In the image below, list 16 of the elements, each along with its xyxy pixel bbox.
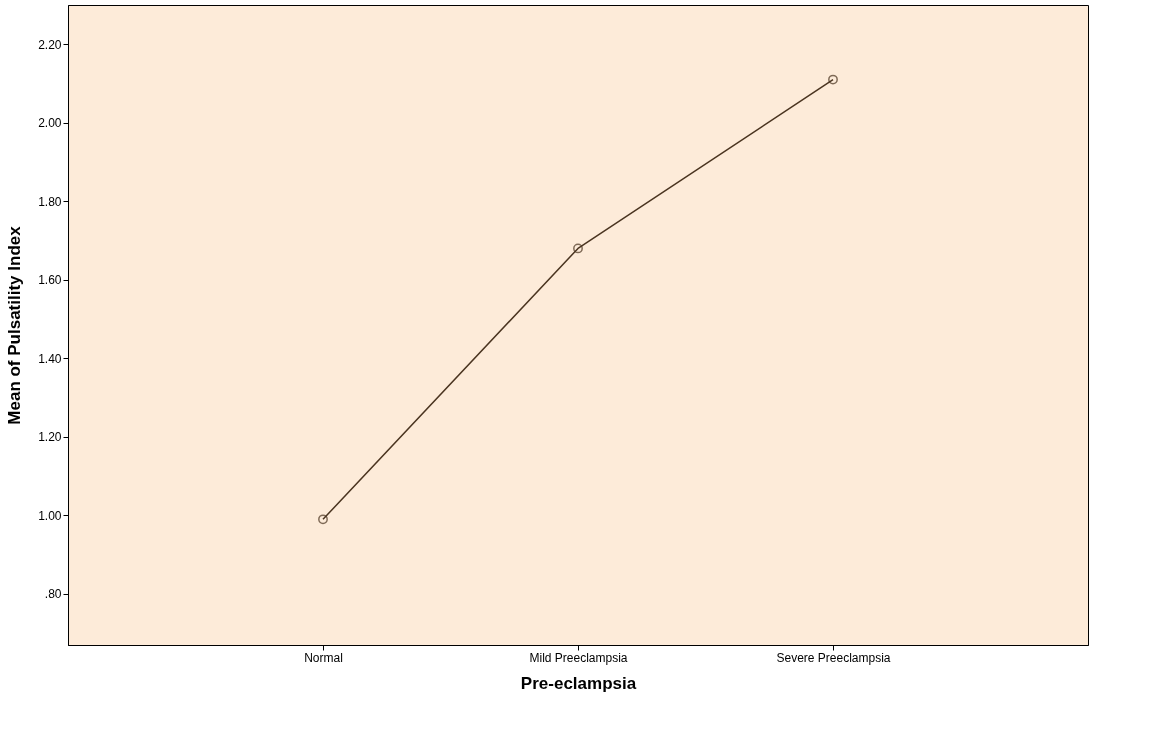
y-tick-label: 1.00 [38, 508, 62, 523]
y-tick-label: 1.20 [38, 430, 62, 445]
y-tick-label: 2.20 [38, 37, 62, 52]
y-tick-label: 1.60 [38, 273, 62, 288]
point [573, 243, 583, 254]
x-tick-label: Mild Preeclampsia [529, 650, 628, 665]
x-axis-title: Pre-eclampsia [520, 673, 637, 693]
x-tick-label: Severe Preeclampsia [776, 650, 891, 665]
point [318, 514, 328, 525]
y-axis-title: Mean of Pulsatility Index [5, 225, 25, 425]
x-tick-label: Normal [304, 650, 343, 665]
point [828, 74, 838, 85]
y-tick-label: 1.40 [38, 351, 62, 366]
y-tick-label: .80 [44, 587, 62, 602]
y-tick-label: 1.80 [38, 194, 62, 209]
y-tick-label: 2.00 [38, 116, 62, 131]
